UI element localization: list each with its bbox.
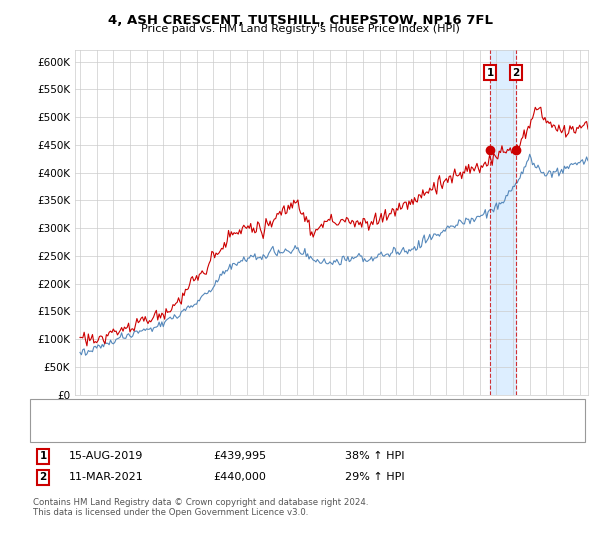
Bar	[490, 50, 516, 395]
Text: £440,000: £440,000	[213, 472, 266, 482]
Text: 38% ↑ HPI: 38% ↑ HPI	[345, 451, 404, 461]
Text: 15-AUG-2019: 15-AUG-2019	[69, 451, 143, 461]
Text: £439,995: £439,995	[213, 451, 266, 461]
Text: 2: 2	[512, 68, 520, 78]
Text: This data is licensed under the Open Government Licence v3.0.: This data is licensed under the Open Gov…	[33, 508, 308, 517]
Text: 29% ↑ HPI: 29% ↑ HPI	[345, 472, 404, 482]
Text: Contains HM Land Registry data © Crown copyright and database right 2024.: Contains HM Land Registry data © Crown c…	[33, 498, 368, 507]
Text: HPI: Average price, detached house, Forest of Dean: HPI: Average price, detached house, Fore…	[74, 424, 343, 435]
Text: 11-MAR-2021: 11-MAR-2021	[69, 472, 144, 482]
Text: 1: 1	[40, 451, 47, 461]
Text: 4, ASH CRESCENT, TUTSHILL, CHEPSTOW, NP16 7FL (detached house): 4, ASH CRESCENT, TUTSHILL, CHEPSTOW, NP1…	[74, 407, 439, 417]
Text: Price paid vs. HM Land Registry's House Price Index (HPI): Price paid vs. HM Land Registry's House …	[140, 24, 460, 34]
Text: 4, ASH CRESCENT, TUTSHILL, CHEPSTOW, NP16 7FL: 4, ASH CRESCENT, TUTSHILL, CHEPSTOW, NP1…	[107, 14, 493, 27]
Text: 2: 2	[40, 472, 47, 482]
Text: 1: 1	[487, 68, 494, 78]
